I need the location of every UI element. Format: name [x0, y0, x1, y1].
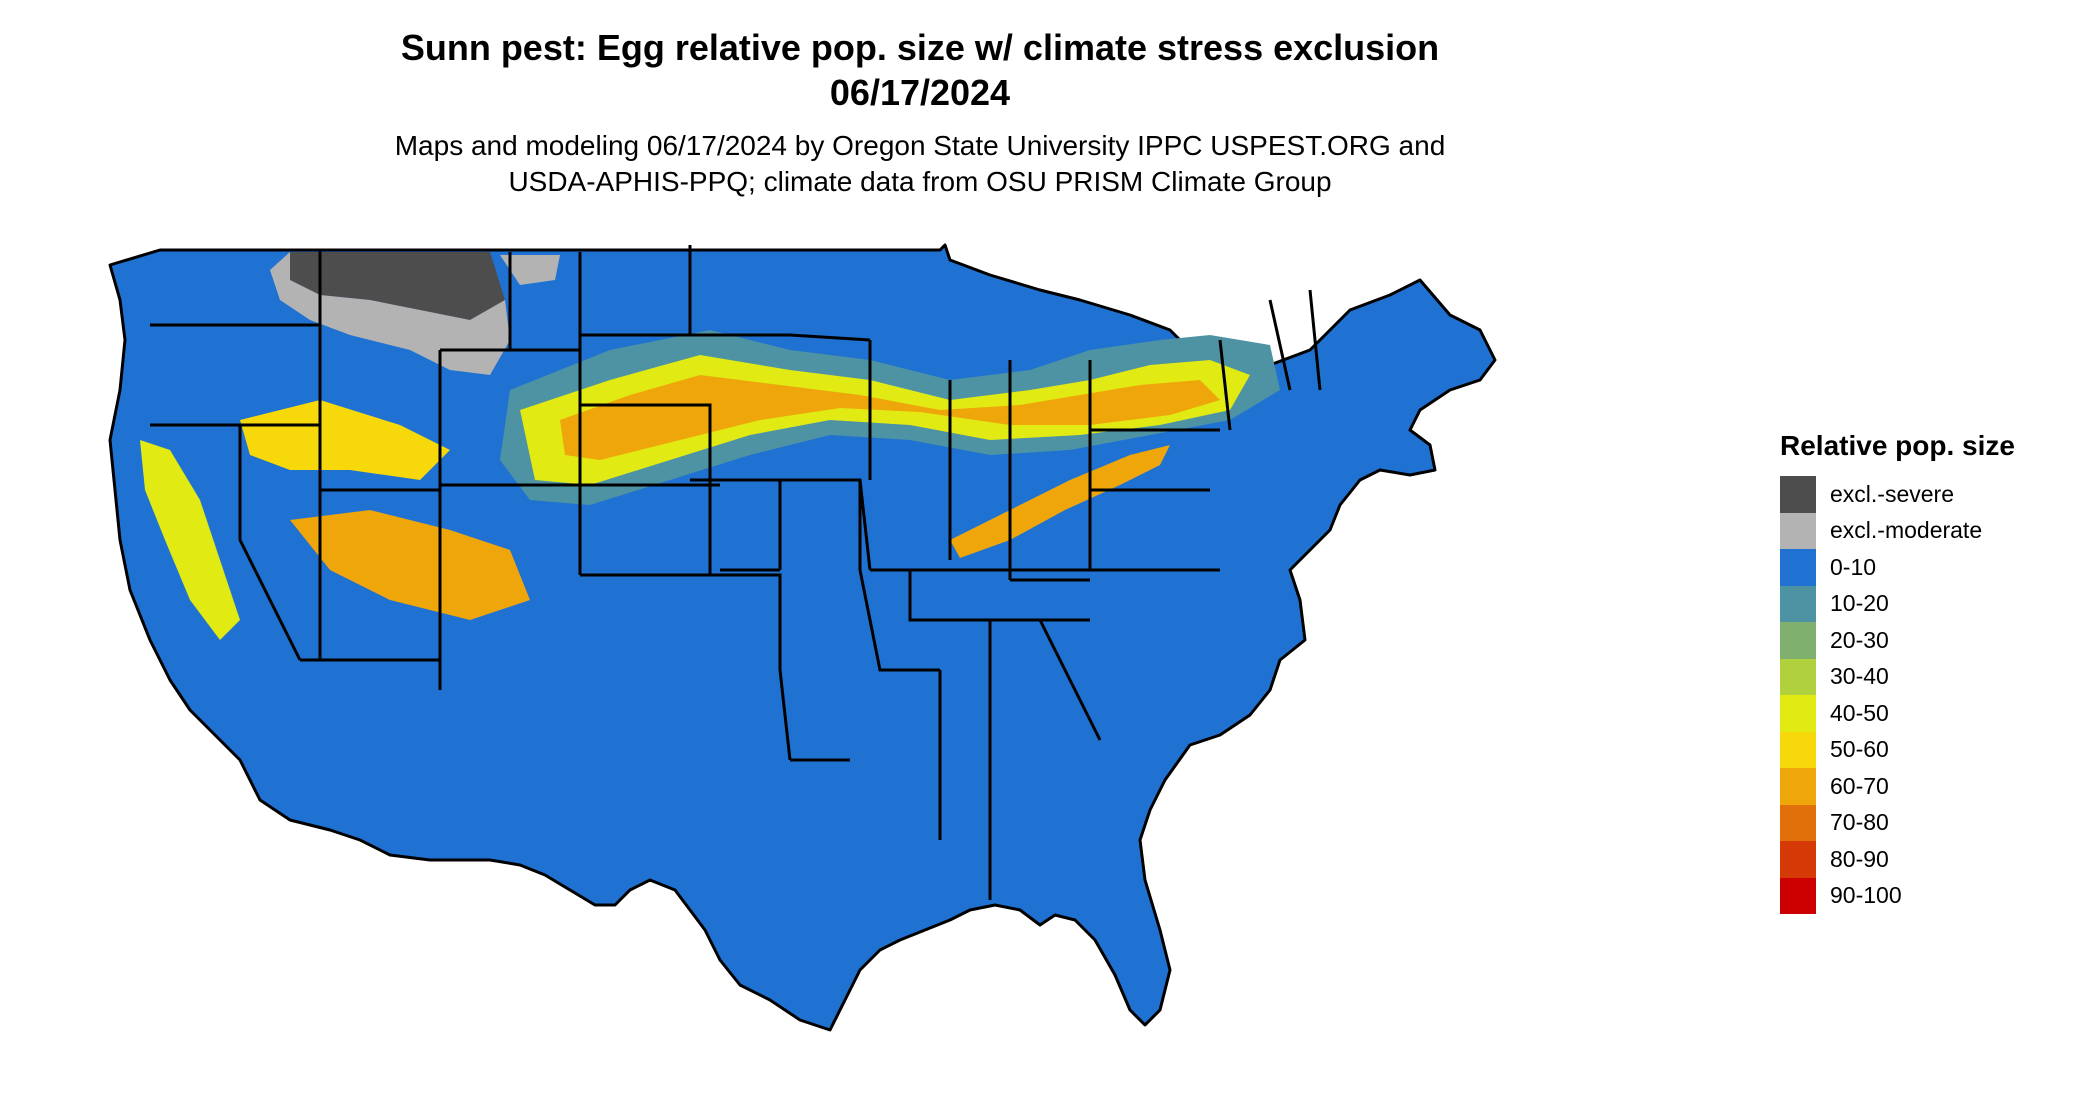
- legend-label: 80-90: [1830, 845, 1889, 872]
- legend-swatch: [1780, 512, 1816, 549]
- legend-item: 60-70: [1780, 768, 2080, 805]
- legend-item: 30-40: [1780, 658, 2080, 695]
- legend-label: 20-30: [1830, 626, 1889, 653]
- map-title: Sunn pest: Egg relative pop. size w/ cli…: [400, 27, 1440, 68]
- suitability-overlay: [140, 252, 1280, 640]
- excl-moderate-area: [270, 252, 510, 375]
- legend-swatch: [1780, 841, 1816, 878]
- band-50-60-west: [240, 400, 450, 480]
- legend-label: 50-60: [1830, 736, 1889, 763]
- legend-swatch: [1780, 731, 1816, 768]
- legend-swatch: [1780, 476, 1816, 513]
- legend-item: excl.-moderate: [1780, 512, 2080, 549]
- us-outline: [108, 243, 1497, 1032]
- band-40-50-california: [140, 440, 240, 640]
- legend-item: 90-100: [1780, 877, 2080, 914]
- legend-label: 30-40: [1830, 663, 1889, 690]
- state-borders: [150, 245, 1322, 900]
- legend-item: 70-80: [1780, 804, 2080, 841]
- legend-item: excl.-severe: [1780, 476, 2080, 513]
- legend-label: 10-20: [1830, 590, 1889, 617]
- legend-swatch: [1780, 549, 1816, 586]
- legend-item: 50-60: [1780, 731, 2080, 768]
- legend-item: 10-20: [1780, 585, 2080, 622]
- legend-label: 40-50: [1830, 699, 1889, 726]
- band-60-70-west: [290, 510, 530, 620]
- legend-swatch: [1780, 658, 1816, 695]
- band-60-70-appalachian: [950, 445, 1170, 558]
- legend-swatch: [1780, 622, 1816, 659]
- map-legend: Relative pop. size excl.-severe excl.-mod…: [1780, 432, 2080, 914]
- legend-label: excl.-moderate: [1830, 517, 1983, 544]
- legend-items: excl.-severe excl.-moderate 0-10 10-20 20-30…: [1780, 476, 2080, 914]
- legend-label: 0-10: [1830, 553, 1877, 580]
- excl-moderate-area: [500, 255, 560, 285]
- legend-item: 80-90: [1780, 841, 2080, 878]
- legend-item: 40-50: [1780, 695, 2080, 732]
- band-60-70: [560, 375, 1220, 460]
- us-map: [108, 243, 1497, 1032]
- legend-swatch: [1780, 804, 1816, 841]
- legend-item: 20-30: [1780, 622, 2080, 659]
- legend-item: 0-10: [1780, 549, 2080, 586]
- legend-swatch: [1780, 695, 1816, 732]
- legend-label: excl.-severe: [1830, 480, 1954, 507]
- legend-title: Relative pop. size: [1780, 430, 2015, 461]
- legend-label: 90-100: [1830, 882, 1902, 909]
- excl-severe-area: [290, 252, 505, 320]
- legend-label: 60-70: [1830, 772, 1889, 799]
- map-credit-line-2: USDA-APHIS-PPQ; climate data from OSU PR…: [508, 166, 1332, 197]
- legend-swatch: [1780, 768, 1816, 805]
- legend-swatch: [1780, 585, 1816, 622]
- legend-label: 70-80: [1830, 809, 1889, 836]
- legend-swatch: [1780, 877, 1816, 914]
- map-credit-line-1: Maps and modeling 06/17/2024 by Oregon S…: [394, 130, 1446, 161]
- map-date: 06/17/2024: [829, 72, 1011, 113]
